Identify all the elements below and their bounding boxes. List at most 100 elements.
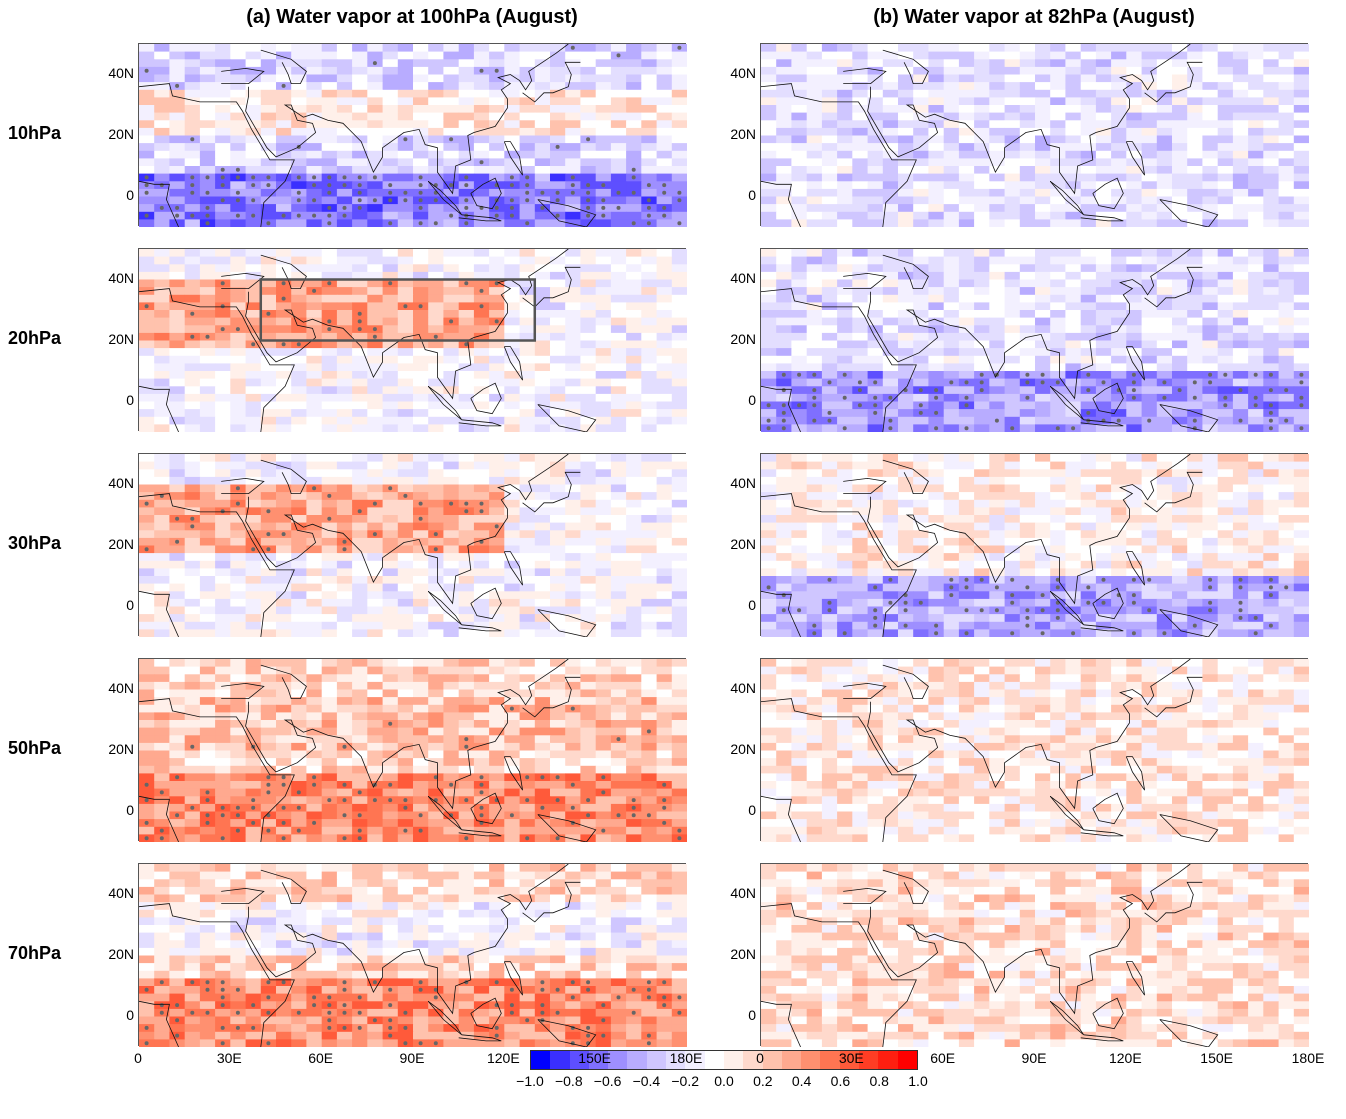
grid-cell: [656, 476, 673, 485]
grid-cell: [154, 530, 170, 539]
grid-cell: [199, 317, 216, 326]
grid-cell: [184, 568, 201, 577]
grid-cell: [1035, 271, 1051, 280]
grid-cell: [519, 522, 536, 531]
grid-cell: [276, 264, 292, 273]
grid-cell: [610, 302, 627, 311]
grid-cell: [852, 348, 868, 357]
grid-cell: [169, 614, 186, 623]
grid-cell: [1172, 158, 1188, 167]
grid-cell: [1232, 424, 1249, 432]
grid-cell: [806, 264, 823, 273]
grid-cell: [1095, 256, 1112, 265]
grid-cell: [184, 204, 201, 213]
grid-cell: [1050, 401, 1066, 410]
grid-cell: [260, 499, 277, 508]
grid-cell: [1278, 135, 1295, 144]
grid-cell: [428, 112, 444, 121]
grid-cell: [1263, 256, 1279, 265]
grid-cell: [1065, 476, 1082, 485]
significance-dot: [296, 342, 301, 347]
grid-cell: [306, 492, 323, 501]
grid-cell: [867, 105, 884, 114]
grid-cell: [443, 553, 460, 562]
grid-cell: [443, 522, 460, 531]
grid-cell: [352, 378, 368, 387]
grid-cell: [1050, 279, 1066, 288]
grid-cell: [154, 310, 170, 319]
grid-cell: [1156, 264, 1173, 273]
grid-cell: [458, 112, 475, 121]
grid-cell: [169, 598, 186, 607]
grid-cell: [626, 424, 642, 432]
grid-cell: [913, 469, 929, 478]
grid-cell: [443, 196, 460, 205]
significance-dot: [509, 213, 514, 218]
grid-cell: [641, 173, 657, 182]
grid-cell: [352, 606, 368, 615]
grid-cell: [656, 522, 673, 531]
coastline: [1125, 346, 1145, 381]
grid-cell: [519, 598, 536, 607]
grid-cell: [1050, 112, 1066, 121]
grid-cell: [199, 302, 216, 311]
grid-cell: [367, 355, 383, 364]
grid-cell: [489, 271, 505, 280]
grid-cell: [1248, 120, 1264, 129]
grid-cell: [306, 568, 323, 577]
grid-cell: [428, 120, 444, 129]
grid-cell: [898, 211, 914, 220]
grid-cell: [641, 530, 657, 539]
grid-cell: [260, 112, 277, 121]
grid-cell: [306, 591, 323, 600]
grid-cell: [626, 378, 642, 387]
grid-cell: [306, 59, 323, 68]
grid-cell: [184, 59, 201, 68]
grid-cell: [306, 348, 323, 357]
grid-cell: [352, 158, 368, 167]
grid-cell: [230, 89, 246, 98]
grid-cell: [382, 476, 399, 485]
grid-cell: [928, 143, 945, 152]
grid-cell: [352, 332, 368, 341]
grid-cell: [306, 629, 323, 637]
grid-cell: [913, 279, 929, 288]
grid-cell: [867, 279, 884, 288]
grid-cell: [580, 310, 597, 319]
grid-cell: [1141, 484, 1158, 493]
grid-cell: [974, 393, 990, 402]
grid-cell: [139, 204, 155, 213]
grid-cell: [367, 522, 383, 531]
grid-cell: [776, 196, 792, 205]
grid-cell: [154, 409, 170, 418]
grid-cell: [1035, 74, 1051, 83]
grid-cell: [837, 294, 853, 303]
grid-cell: [428, 469, 444, 478]
grid-cell: [1263, 74, 1279, 83]
grid-cell: [230, 74, 246, 83]
grid-cell: [1080, 74, 1097, 83]
grid-cell: [913, 393, 929, 402]
grid-cell: [1065, 249, 1082, 258]
grid-cell: [1232, 181, 1249, 190]
significance-dot: [190, 183, 195, 188]
significance-dot: [857, 388, 862, 393]
grid-cell: [580, 294, 597, 303]
grid-cell: [1035, 461, 1051, 470]
grid-cell: [656, 507, 673, 516]
grid-cell: [882, 279, 899, 288]
grid-cell: [489, 302, 505, 311]
grid-cell: [898, 204, 914, 213]
grid-cell: [580, 469, 597, 478]
grid-cell: [428, 66, 444, 75]
grid-cell: [215, 386, 231, 395]
grid-cell: [489, 560, 505, 569]
significance-dot: [357, 198, 362, 203]
grid-cell: [1004, 219, 1021, 227]
grid-cell: [458, 424, 475, 432]
grid-cell: [215, 59, 231, 68]
grid-cell: [245, 249, 262, 258]
grid-cell: [352, 454, 368, 463]
grid-cell: [1217, 66, 1234, 75]
grid-cell: [154, 484, 170, 493]
